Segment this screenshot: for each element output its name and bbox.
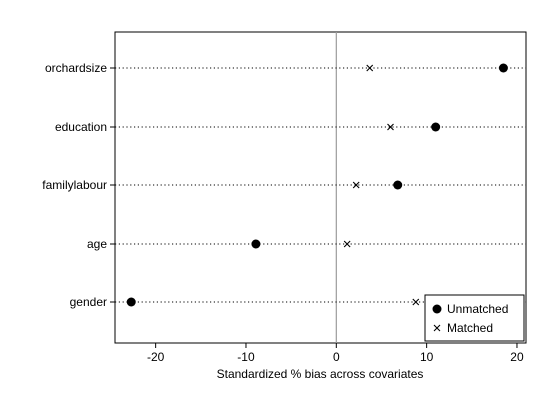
- x-tick-label: -20: [147, 350, 165, 364]
- gridlines: [115, 67, 526, 303]
- series-unmatched: [126, 63, 508, 307]
- point-matched: [366, 64, 374, 72]
- legend-box: [424, 294, 525, 342]
- point-unmatched: [251, 239, 261, 249]
- y-tick-label: education: [55, 120, 107, 134]
- point-unmatched: [393, 180, 403, 190]
- x-axis: -20 -10 0 10 20: [147, 343, 524, 364]
- point-unmatched: [126, 297, 136, 307]
- plot-frame: [114, 31, 527, 344]
- series-matched: [343, 64, 420, 306]
- x-tick-label: 10: [420, 350, 434, 364]
- point-matched: [387, 123, 394, 131]
- y-tick-label: familylabour: [42, 178, 107, 192]
- point-matched: [352, 181, 360, 189]
- legend-label-unmatched: Unmatched: [447, 302, 508, 316]
- x-tick-label: -10: [237, 350, 255, 364]
- legend-label-matched: Matched: [447, 321, 493, 335]
- point-matched: [343, 240, 351, 248]
- x-tick-label: 20: [510, 350, 524, 364]
- x-tick-label: 0: [333, 350, 340, 364]
- legend: Unmatched Matched: [424, 294, 525, 342]
- y-tick-labels: orchardsize education familylabour age gende…: [42, 61, 115, 309]
- x-axis-title: Standardized % bias across covariates: [217, 367, 424, 381]
- point-unmatched: [498, 63, 508, 73]
- y-tick-label: gender: [70, 295, 107, 309]
- point-matched: [412, 298, 420, 306]
- y-tick-label: orchardsize: [45, 61, 107, 75]
- y-tick-label: age: [87, 237, 107, 251]
- legend-marker-matched: [433, 324, 441, 332]
- point-unmatched: [431, 122, 441, 132]
- legend-marker-unmatched: [432, 304, 442, 314]
